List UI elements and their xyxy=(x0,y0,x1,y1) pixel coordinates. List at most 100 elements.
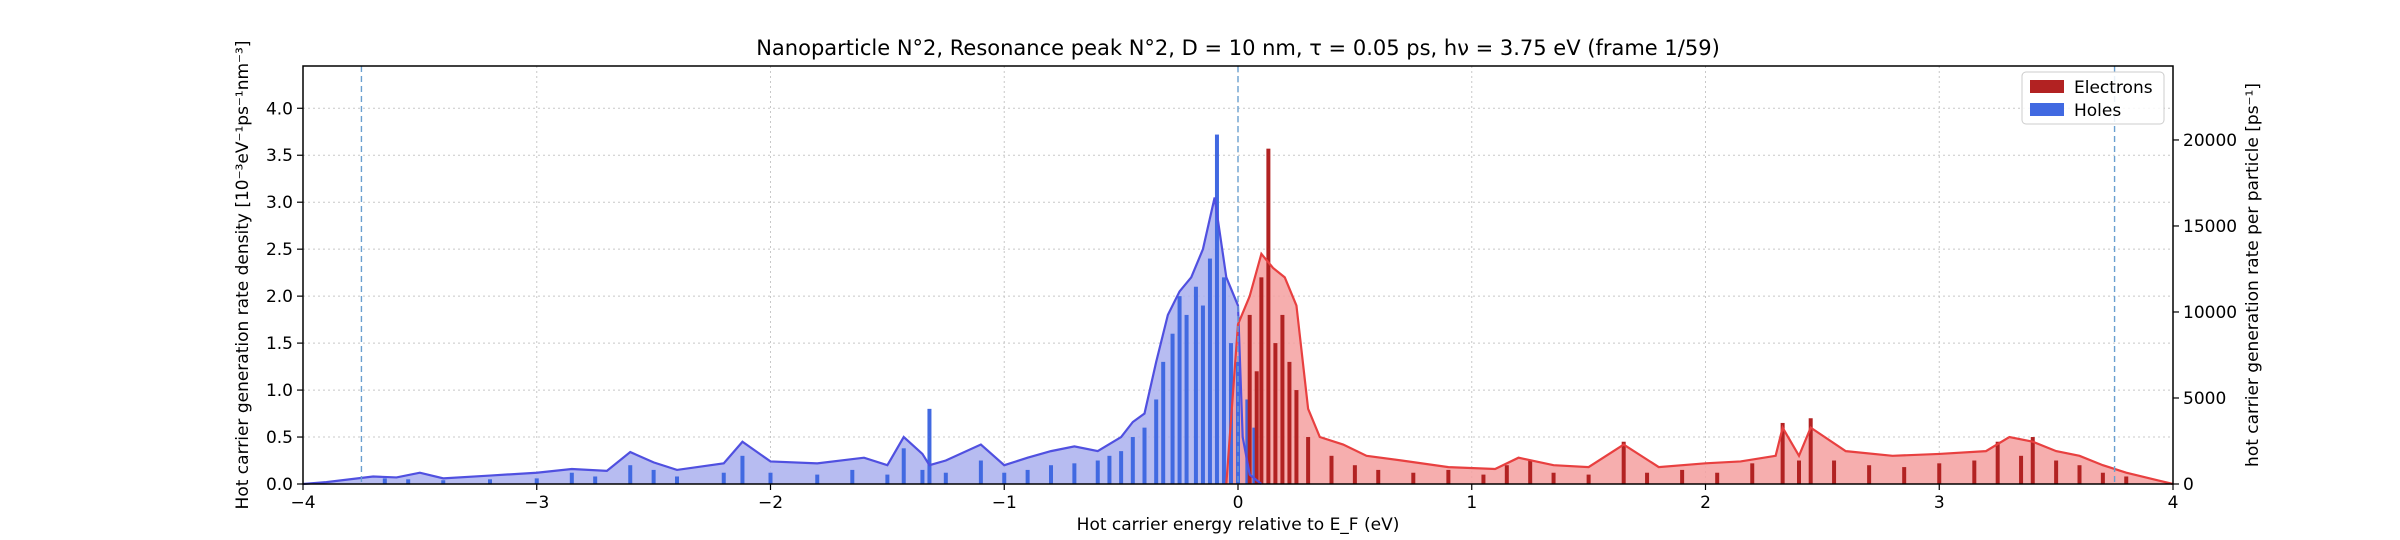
y-left-tick-label: 3.0 xyxy=(266,193,293,213)
bar-holes xyxy=(675,476,679,484)
legend: Electrons Holes xyxy=(2021,71,2165,125)
bar-holes xyxy=(569,472,574,484)
bar-electrons xyxy=(2054,460,2059,484)
y-left-tick-label: 4.0 xyxy=(266,99,293,119)
bar-holes xyxy=(534,478,539,484)
bar-electrons xyxy=(1621,441,1626,484)
bar-holes xyxy=(978,460,983,484)
y-left-tick-label: 3.5 xyxy=(266,146,293,166)
bar-electrons xyxy=(1715,472,1720,484)
bar-electrons xyxy=(2019,455,2024,484)
y-right-axis-label: hot carrier generation rate per particle… xyxy=(2243,83,2263,467)
bar-holes xyxy=(850,469,855,484)
y-right-tick-label: 20000 xyxy=(2183,131,2237,151)
bar-holes xyxy=(1200,305,1205,484)
bar-electrons xyxy=(2124,476,2129,484)
bar-electrons xyxy=(1780,422,1785,484)
x-tick-label: 1 xyxy=(1466,493,1477,513)
bar-holes xyxy=(768,472,773,484)
x-tick-label: 4 xyxy=(2168,493,2179,513)
x-tick-label: −2 xyxy=(758,493,783,513)
bar-holes xyxy=(1245,399,1250,484)
y-left-tick-label: 1.5 xyxy=(266,334,293,354)
bars xyxy=(382,134,2129,484)
bar-electrons xyxy=(1551,472,1556,484)
bar-holes xyxy=(628,465,633,484)
y-left-tick-label: 2.5 xyxy=(266,240,293,260)
bar-electrons xyxy=(1254,371,1259,484)
bar-holes xyxy=(1207,258,1212,484)
bar-holes xyxy=(1119,451,1124,484)
y-right-axis-ticks: 0 5000 10000 15000 20000 xyxy=(2173,131,2237,495)
bar-electrons xyxy=(1504,465,1509,484)
bar-holes xyxy=(901,448,906,484)
x-tick-label: 3 xyxy=(1934,493,1945,513)
bar-electrons xyxy=(1797,460,1801,484)
x-tick-label: −1 xyxy=(992,493,1017,513)
bar-electrons xyxy=(1680,469,1685,484)
bar-electrons xyxy=(1259,277,1264,484)
bar-holes xyxy=(1177,296,1182,484)
bar-holes xyxy=(1184,314,1189,484)
bar-holes xyxy=(1130,437,1135,484)
x-tick-label: −3 xyxy=(524,493,549,513)
bar-holes xyxy=(1193,286,1198,484)
x-tick-label: 2 xyxy=(1700,493,1711,513)
x-axis-ticks: −4 −3 −2 −1 0 1 2 3 4 xyxy=(290,484,2178,513)
bar-holes xyxy=(1107,455,1112,484)
x-axis-label: Hot carrier energy relative to E_F (eV) xyxy=(1077,515,1400,535)
bar-electrons xyxy=(1287,361,1292,484)
bar-electrons xyxy=(1528,460,1533,484)
series-line-holes xyxy=(302,197,1263,486)
reference-lines xyxy=(360,66,2116,484)
y-left-tick-label: 2.0 xyxy=(266,287,293,307)
series-lines xyxy=(302,197,2174,486)
bar-electrons xyxy=(2030,437,2035,484)
bar-holes xyxy=(593,476,598,484)
y-right-tick-label: 15000 xyxy=(2183,217,2237,237)
bar-holes xyxy=(1049,465,1053,484)
bar-holes xyxy=(1214,134,1219,484)
bar-electrons xyxy=(1329,455,1334,484)
y-left-axis-ticks: 0.0 0.5 1.0 1.5 2.0 2.5 3.0 3.5 4.0 xyxy=(266,99,303,495)
bar-electrons xyxy=(2077,465,2082,484)
y-left-tick-label: 0.5 xyxy=(266,428,293,448)
bar-electrons xyxy=(1280,314,1285,484)
bar-holes xyxy=(1221,277,1226,484)
bar-electrons xyxy=(1446,469,1451,484)
bar-holes xyxy=(885,474,890,484)
bar-holes xyxy=(740,455,745,484)
bar-electrons xyxy=(1867,465,1872,484)
bar-electrons xyxy=(1481,474,1486,484)
bar-holes xyxy=(1161,361,1166,484)
x-tick-label: 0 xyxy=(1233,493,1244,513)
y-right-tick-label: 10000 xyxy=(2183,303,2237,323)
series-fill-holes xyxy=(303,197,1262,484)
bar-holes xyxy=(1154,399,1159,484)
y-right-tick-label: 0 xyxy=(2183,475,2194,495)
bar-electrons xyxy=(1645,472,1650,484)
bar-electrons xyxy=(1376,469,1381,484)
y-right-tick-label: 5000 xyxy=(2183,389,2226,409)
chart-title: Nanoparticle N°2, Resonance peak N°2, D … xyxy=(756,36,1720,60)
bar-electrons xyxy=(1586,474,1591,484)
bar-electrons xyxy=(1411,472,1416,484)
legend-swatch-electrons xyxy=(2030,80,2064,93)
series-line-electrons xyxy=(1225,251,2174,486)
bar-holes xyxy=(1142,427,1147,484)
bar-electrons xyxy=(1306,437,1311,484)
bar-holes xyxy=(920,469,925,484)
y-left-tick-label: 0.0 xyxy=(266,475,293,495)
bar-holes xyxy=(1236,361,1240,484)
series-fills xyxy=(303,197,2173,484)
bar-holes xyxy=(488,479,492,484)
bar-holes xyxy=(406,479,411,484)
bar-holes xyxy=(1170,333,1175,484)
bar-electrons xyxy=(1294,390,1299,484)
bar-holes xyxy=(1095,460,1100,484)
bar-electrons xyxy=(1247,314,1252,484)
bar-electrons xyxy=(1972,460,1977,484)
bar-holes xyxy=(815,474,820,484)
bar-electrons xyxy=(1808,418,1813,484)
